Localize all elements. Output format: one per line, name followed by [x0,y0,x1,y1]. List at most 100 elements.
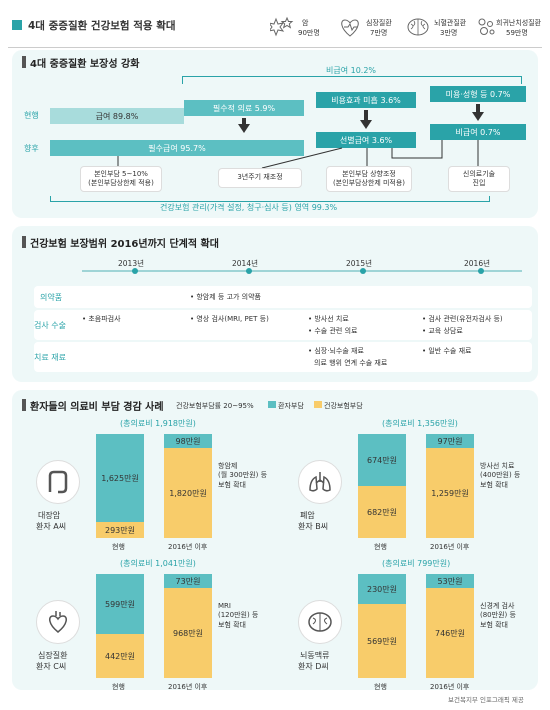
bar-after-patient: 98만원 [164,434,212,448]
bar-beauty-label: 미용·성형 등 0.7% [445,89,511,99]
bar-value-label: 1,625만원 [101,473,139,483]
patient-label: 환자 D씨 [298,662,329,671]
bar-value-label: 1,820만원 [169,488,207,498]
case-note: 방사선 치료 (400만원) 등 보험 확대 [480,462,520,490]
bar-current-patient: 230만원 [358,574,406,604]
patient-name: 대장암 [38,511,61,520]
section-mark [22,236,26,248]
page-title: 4대 중증질환 건강보험 적용 확대 [28,20,176,32]
timeline-item: • 일반 수술 재료 [422,347,472,355]
bar-label-current: 현행 [374,683,387,691]
legend-label-patient: 환자부담 [278,402,304,410]
lungs-icon [306,468,334,500]
case-card: (총의료비 799만원) 뇌동맥류 환자 D씨 230만원 569만원 53만원 746만원… [274,558,536,698]
bar-value-label: 98만원 [175,436,201,446]
cancer-icon [270,16,294,37]
bar-current-insurance: 442만원 [96,634,144,678]
bar-must: 필수급여 95.7% [50,140,304,156]
timeline-axis [82,270,522,272]
patient-name: 뇌동맥류 [300,651,330,660]
year-label: 2016년 [464,259,490,268]
disease-brain: 뇌혈관질환 3만명 [406,10,472,44]
note-line: 보험 확대 [480,620,508,629]
disease-count: 90만명 [298,29,320,37]
bar-value-label: 1,259만원 [431,488,469,498]
arrow-stem [242,118,246,124]
bar-essential: 필수적 의료 5.9% [184,100,304,116]
bar-value-label: 53만원 [437,576,463,586]
patient-name: 심장질환 [38,651,68,660]
note-line: 보험 확대 [218,480,246,489]
patient-name: 폐암 [300,511,315,520]
patient-label: 환자 A씨 [36,522,67,531]
disease-count: 7만명 [370,29,388,37]
note-box-newtech: 신의료기술 진입 [448,166,510,192]
case-note: 신경계 검사 (80만원) 등 보험 확대 [480,602,516,630]
year-tick [132,268,138,274]
bar-current-insurance: 569만원 [358,604,406,678]
note-line: 본인부담 5~10% [94,169,148,178]
bar-label-current: 현행 [112,683,125,691]
section-title: 환자들의 의료비 부담 경감 사례 [30,402,164,413]
bar-value-label: 73만원 [175,576,201,586]
disease-name: 심장질환 [366,19,392,27]
bar-beauty: 미용·성형 등 0.7% [430,86,526,102]
year-label: 2014년 [232,259,258,268]
note-line: 3년주기 재조정 [237,173,283,182]
nonbenefit-bracket [182,76,522,84]
bar-value-label: 968만원 [173,628,203,638]
case-card: (총의료비 1,041만원) 심장질환 환자 C씨 599만원 442만원 73만원 968… [12,558,274,698]
note-box-copay: 본인부담 5~10% (본인부담상한제 적용) [80,166,162,192]
nonbenefit-label: 비급여 10.2% [322,65,381,76]
note-line: 항암제 [218,462,238,470]
disease-name: 희귀난치성질환 [496,19,542,27]
note-line: (80만원) 등 [480,611,516,620]
bar-label-current: 현행 [112,543,125,551]
timeline-item: • 수술 관련 의료 [308,327,358,335]
section-mark [22,56,26,68]
bar-current-patient: 674만원 [358,434,406,486]
year-tick [478,268,484,274]
category-drugs: 의약품 [40,293,63,302]
arrow-stem [476,104,480,112]
bar-after-patient: 73만원 [164,574,212,588]
bar-label-after: 2016년 이후 [168,543,208,551]
bar-select: 선별급여 3.6% [316,132,416,148]
management-label: 건강보험 관리(가격 설정, 청구·심사 등) 영역 99.3% [160,203,338,212]
bar-label-current: 현행 [374,543,387,551]
bar-after-insurance: 746만원 [426,588,474,678]
section-timeline: 건강보험 보장범위 2016년까지 단계적 확대 2013년 2014년 201… [12,226,538,382]
bar-current-patient: 599만원 [96,574,144,634]
timeline-item: • 초음파검사 [82,315,121,323]
note-line: MRI [218,602,231,610]
bar-current-insurance: 682만원 [358,486,406,538]
brain-icon [407,18,429,36]
bar-value-label: 230만원 [367,584,397,594]
case-total: (총의료비 1,356만원) [382,419,458,428]
rare-disease-icon [478,18,495,35]
bar-value-label: 674만원 [367,455,397,465]
note-line: (본인부담상한제 미적용) [332,179,406,187]
timeline-item: • 교육 상담료 [422,327,463,335]
connector-lines [117,140,479,169]
bar-value-label: 599만원 [105,599,135,609]
bar-current-insurance: 293만원 [96,522,144,538]
section-cases: 환자들의 의료비 부담 경감 사례 건강보험부담률 20~95% 환자부담 건강… [12,390,538,691]
note-line: (400만원) 등 [480,471,521,480]
note-line: 방사선 치료 [480,462,515,470]
note-box-readjust: 3년주기 재조정 [218,168,302,188]
timeline-item: • 영상 검사(MRI, PET 등) [190,315,269,323]
disease-count: 3만명 [440,29,458,37]
bar-value-label: 293만원 [105,525,135,535]
note-box-copay-up: 본인부담 상향조정 (본인부담상한제 미적용) [326,166,412,192]
year-tick [246,268,252,274]
year-tick [360,268,366,274]
bar-value-label: 97만원 [437,436,463,446]
case-note: 항암제 (월 300만원) 등 보험 확대 [218,462,267,490]
timeline-item: • 검사 관련(유전자검사 등) [422,315,503,323]
bar-costeff-label: 비용효과 미흡 3.6% [331,95,401,105]
bar-after-patient: 53만원 [426,574,474,588]
disease-name: 뇌혈관질환 [434,19,467,27]
bar-value-label: 746만원 [435,628,465,638]
timeline-item: 의료 행위 연계 수술 재료 [314,359,388,367]
